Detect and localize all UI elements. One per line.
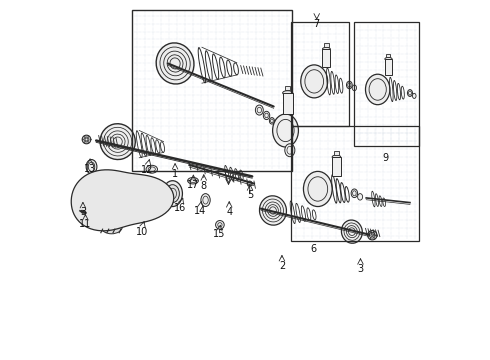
Ellipse shape xyxy=(270,118,274,124)
Ellipse shape xyxy=(166,185,179,203)
Ellipse shape xyxy=(156,43,194,84)
Ellipse shape xyxy=(100,124,135,159)
Ellipse shape xyxy=(366,74,390,105)
Text: 7: 7 xyxy=(314,19,320,29)
Bar xyxy=(324,43,329,47)
Circle shape xyxy=(79,208,87,215)
Ellipse shape xyxy=(101,220,122,234)
Circle shape xyxy=(247,181,252,186)
Text: 3: 3 xyxy=(80,207,86,217)
Text: 3: 3 xyxy=(357,264,364,274)
Ellipse shape xyxy=(301,65,328,98)
Ellipse shape xyxy=(119,188,137,211)
Bar xyxy=(285,86,290,90)
Text: 1: 1 xyxy=(172,168,178,179)
Circle shape xyxy=(216,221,224,229)
Ellipse shape xyxy=(163,181,182,207)
Ellipse shape xyxy=(385,57,392,60)
Text: 17: 17 xyxy=(187,180,199,190)
Text: 14: 14 xyxy=(194,206,206,216)
Ellipse shape xyxy=(413,93,416,98)
Ellipse shape xyxy=(408,90,413,96)
Ellipse shape xyxy=(114,183,141,217)
Ellipse shape xyxy=(272,114,298,147)
Text: 10: 10 xyxy=(136,226,148,237)
Ellipse shape xyxy=(322,47,330,51)
Circle shape xyxy=(142,209,149,216)
Ellipse shape xyxy=(358,194,363,200)
Ellipse shape xyxy=(351,189,358,198)
Ellipse shape xyxy=(260,196,287,225)
Text: 11: 11 xyxy=(79,220,92,229)
Circle shape xyxy=(82,135,91,144)
Ellipse shape xyxy=(285,144,295,157)
Bar xyxy=(332,157,341,176)
Ellipse shape xyxy=(263,111,270,120)
Bar xyxy=(386,54,390,57)
Text: 6: 6 xyxy=(311,244,317,254)
Ellipse shape xyxy=(346,81,352,89)
Text: 5: 5 xyxy=(247,190,253,200)
Ellipse shape xyxy=(146,165,157,173)
Circle shape xyxy=(89,209,96,216)
Text: 8: 8 xyxy=(201,181,207,191)
Text: 9: 9 xyxy=(383,153,389,163)
Circle shape xyxy=(368,230,377,240)
Text: 4: 4 xyxy=(226,207,232,217)
Text: 16: 16 xyxy=(174,203,187,213)
Text: 13: 13 xyxy=(84,164,96,174)
Circle shape xyxy=(142,184,149,191)
Bar xyxy=(385,59,392,75)
Circle shape xyxy=(89,184,96,191)
Bar xyxy=(283,93,293,114)
Ellipse shape xyxy=(86,159,97,174)
Text: 12: 12 xyxy=(141,165,154,175)
Ellipse shape xyxy=(342,220,362,243)
Text: 2: 2 xyxy=(279,261,285,271)
Ellipse shape xyxy=(188,177,198,184)
Ellipse shape xyxy=(201,194,210,207)
Polygon shape xyxy=(71,170,174,231)
Bar xyxy=(322,49,330,67)
Ellipse shape xyxy=(303,171,332,207)
Ellipse shape xyxy=(352,85,357,91)
Text: 15: 15 xyxy=(213,229,225,239)
Bar xyxy=(334,150,339,154)
Ellipse shape xyxy=(283,91,293,95)
Ellipse shape xyxy=(255,105,263,115)
Ellipse shape xyxy=(332,155,341,159)
